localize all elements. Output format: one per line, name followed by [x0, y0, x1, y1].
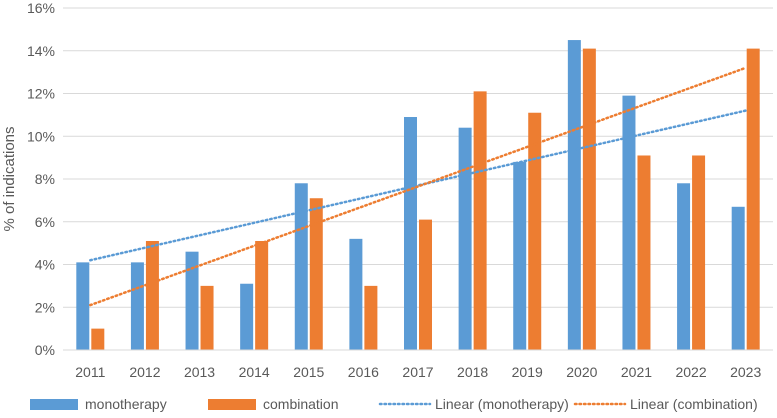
bar-combination-2023: [746, 48, 760, 351]
bar-monotherapy-2021: [622, 95, 636, 350]
bar-combination-2016: [364, 285, 378, 350]
bar-monotherapy-2022: [677, 183, 691, 350]
x-tick-label: 2016: [348, 364, 379, 380]
bar-combination-2012: [145, 240, 159, 350]
legend-label: combination: [263, 396, 339, 412]
legend-label: Linear (combination): [630, 396, 758, 412]
y-tick-label: 6%: [35, 214, 55, 230]
bar-combination-2017: [419, 219, 432, 350]
x-tick-label: 2020: [566, 364, 597, 380]
y-tick-label: 16%: [27, 0, 55, 16]
bar-combination-2011: [91, 328, 105, 350]
y-tick-label: 2%: [35, 299, 55, 315]
bar-monotherapy-2023: [731, 206, 745, 350]
trendlines: [89, 66, 747, 307]
x-tick-label: 2022: [675, 364, 706, 380]
bar-monotherapy-2018: [458, 127, 472, 350]
bar-combination-2021: [637, 155, 651, 350]
x-tick-label: 2014: [239, 364, 270, 380]
legend-swatch: [30, 399, 78, 410]
y-tick-label: 14%: [27, 43, 55, 59]
x-tick-label: 2012: [129, 364, 160, 380]
bar-combination-2022: [692, 155, 706, 350]
y-tick-label: 10%: [27, 128, 55, 144]
x-tick-label: 2015: [293, 364, 324, 380]
bar-monotherapy-2012: [130, 262, 144, 350]
bar-combination-2013: [200, 285, 214, 350]
bar-combination-2014: [255, 240, 269, 350]
trendline-Linear (combination): [89, 66, 747, 307]
y-tick-labels: 0% 2% 4% 6% 8% 10% 12% 14% 16%: [27, 0, 55, 358]
bar-combination-2020: [582, 48, 596, 351]
bars: [76, 40, 760, 351]
bar-combination-2018: [473, 91, 487, 351]
x-tick-label: 2023: [730, 364, 761, 380]
y-tick-label: 8%: [35, 171, 55, 187]
x-tick-label: 2019: [512, 364, 543, 380]
legend-label: Linear (monotherapy): [435, 396, 569, 412]
bar-monotherapy-2014: [240, 283, 254, 350]
legend: monotherapy combination Linear (monotherap…: [30, 396, 758, 412]
bar-monotherapy-2013: [185, 251, 199, 350]
x-tick-label: 2017: [402, 364, 433, 380]
x-tick-labels: 2011 2012 2013 2014 2015 2016 2017 2018 2019 2020…: [75, 364, 761, 380]
bar-monotherapy-2020: [567, 40, 581, 350]
bar-monotherapy-2016: [349, 238, 363, 350]
bar-combination-2019: [528, 112, 542, 350]
y-axis-title: % of indications: [1, 126, 18, 231]
y-tick-label: 12%: [27, 86, 55, 102]
trendline-Linear (monotherapy): [89, 109, 747, 262]
x-tick-label: 2011: [75, 364, 105, 380]
legend-swatch: [208, 399, 256, 410]
x-tick-label: 2021: [621, 364, 652, 380]
x-tick-label: 2013: [184, 364, 215, 380]
y-tick-label: 4%: [35, 257, 55, 273]
bar-monotherapy-2011: [76, 262, 90, 350]
gridlines: [63, 7, 773, 308]
bar-monotherapy-2017: [404, 117, 417, 350]
bar-monotherapy-2015: [294, 183, 308, 350]
bar-combination-2015: [309, 198, 323, 350]
x-tick-label: 2018: [457, 364, 488, 380]
bar-monotherapy-2019: [513, 161, 527, 350]
legend-label: monotherapy: [85, 396, 167, 412]
y-tick-label: 0%: [35, 342, 55, 358]
